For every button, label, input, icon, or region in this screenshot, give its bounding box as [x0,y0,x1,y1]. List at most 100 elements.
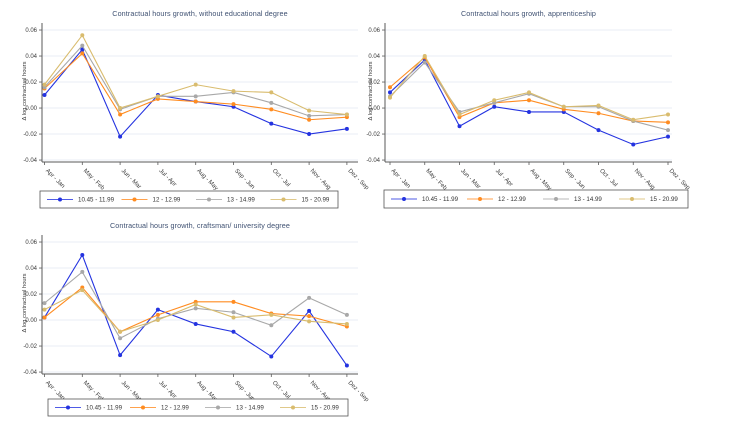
y-tick-label: 0.00 [25,318,37,324]
data-point-marker [307,113,312,118]
data-point-marker [42,307,47,312]
x-tick-label: Apr - Jan [44,380,65,401]
data-point-marker [118,329,123,334]
legend-entry-label: 12 - 12.99 [498,196,526,203]
data-point-marker [231,315,236,320]
data-point-marker [596,103,601,108]
data-point-marker [307,295,312,300]
legend-entry-label: 13 - 14.99 [574,196,602,203]
legend-box [47,398,349,417]
data-point-marker [231,329,236,334]
data-point-marker [193,99,198,104]
data-point-marker [422,60,427,65]
x-tick-label: Jun - Mar [120,168,142,190]
y-tick-label: 0.04 [25,54,37,60]
data-point-marker [80,51,85,56]
data-point-marker [666,120,670,125]
y-tick-label: 0.02 [25,292,37,298]
data-point-marker [307,319,312,324]
x-tick-label: Sep - Jun [233,168,255,190]
legend-entry-label: 12 - 12.99 [161,405,189,412]
legend-entry-label: 10.45 - 11.99 [78,197,115,204]
y-tick-label: 0.00 [25,106,37,112]
y-tick-label: 0.02 [368,80,380,86]
y-tick-label: 0.06 [25,28,37,34]
data-point-marker [666,134,670,139]
data-point-marker [80,269,85,274]
y-tick-label: -0.02 [23,344,37,350]
legend-entry-label: 13 - 14.99 [227,197,255,204]
y-tick-label: -0.04 [23,158,37,164]
data-point-marker [231,310,236,315]
chart-title-craftsman-university: Contractual hours growth, craftsman/ uni… [110,221,290,230]
y-tick-label: -0.04 [23,370,37,376]
x-tick-label: Apr - Jan [390,168,411,189]
x-tick-label: Nov - Aug [309,168,332,191]
data-point-marker [42,301,47,306]
x-tick-label: Oct - Jul [271,168,291,188]
chart-without-degree: 0.06 0.04 0.02 0.00 -0.02 -0.04 Apr - Jan May -… [23,23,370,209]
legend-entry-label: 15 - 20.99 [311,405,339,412]
x-tick-label: Jul - Apr [157,380,177,400]
data-point-marker [457,124,462,129]
data-point-marker [80,47,85,52]
data-point-marker [269,121,274,126]
data-point-marker [193,302,198,307]
data-point-marker [155,94,160,99]
data-point-marker [388,95,392,100]
data-point-marker [42,315,47,320]
chart-title-without-degree: Contractual hours growth, without educat… [112,9,288,18]
series-line [44,48,347,138]
x-tick-label: Dez - Sep [346,380,370,404]
legend-marker [554,197,558,201]
legend-marker [141,405,145,410]
y-tick-label: -0.02 [366,132,380,138]
data-point-marker [596,111,601,116]
data-point-marker [269,107,274,112]
data-point-marker [118,112,123,117]
data-point-marker [193,306,198,311]
x-tick-label: Jul - Apr [157,168,177,188]
x-tick-label: Dez - Sep [668,168,692,192]
x-tick-label: Sep - Jun [563,168,585,190]
legend-marker [291,405,295,410]
data-point-marker [527,98,531,103]
x-tick-label: May - Feb [82,168,106,192]
legend-marker [281,197,286,202]
data-point-marker [344,321,349,326]
x-tick-label: Jun - Mar [459,168,481,190]
legend-entry-label: 13 - 14.99 [236,405,264,412]
y-tick-label: 0.06 [25,240,37,246]
data-point-marker [193,321,198,326]
data-point-marker [42,93,47,98]
legend-entry-label: 10.45 - 11.99 [422,196,459,203]
data-point-marker [344,112,349,117]
legend-marker [207,197,211,202]
data-point-marker [631,142,636,147]
data-point-marker [666,128,670,133]
chart-apprenticeship: 0.06 0.04 0.02 0.00 -0.02 -0.04 Apr - Jan May -… [366,23,692,209]
data-point-marker [388,90,392,95]
legend-box [383,189,689,209]
data-point-marker [344,312,349,317]
x-tick-label: Jul - Apr [494,168,514,188]
data-point-marker [193,82,198,87]
data-point-marker [231,102,236,107]
data-point-marker [631,117,636,122]
data-point-marker [527,90,531,95]
data-point-marker [193,94,198,99]
data-point-marker [269,354,274,359]
data-point-marker [388,85,392,90]
legend-marker [402,197,406,201]
y-tick-label: 0.04 [25,266,37,272]
data-point-marker [307,117,312,122]
legend-entry-label: 10.45 - 11.99 [86,405,123,412]
legend-marker [132,197,137,202]
x-tick-label: Aug - May [529,168,553,192]
legend-box [39,190,339,209]
data-point-marker [155,312,160,317]
legend-marker [216,405,220,410]
x-tick-label: May - Feb [424,168,448,192]
data-point-marker [307,314,312,319]
data-point-marker [492,98,497,103]
